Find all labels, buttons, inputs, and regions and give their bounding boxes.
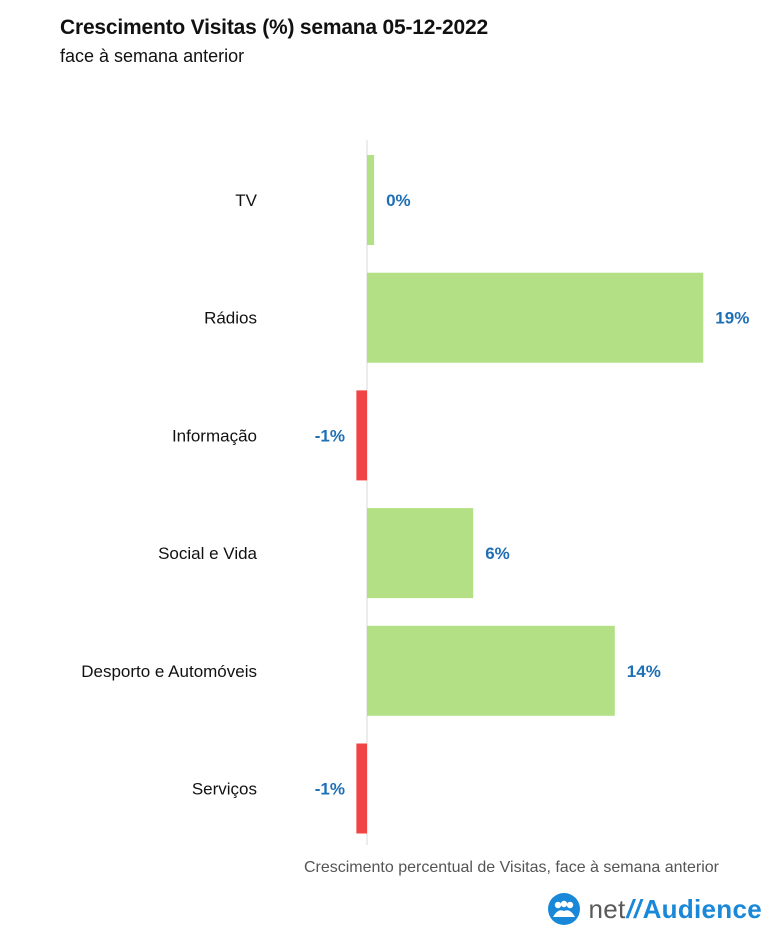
category-label: Rádios bbox=[204, 309, 257, 328]
category-label: Desporto e Automóveis bbox=[81, 662, 257, 681]
chart-title: Crescimento Visitas (%) semana 05-12-202… bbox=[60, 16, 488, 39]
category-label: Informação bbox=[172, 426, 257, 445]
category-label: Serviços bbox=[192, 780, 257, 799]
audience-icon bbox=[548, 893, 581, 925]
value-label: -1% bbox=[315, 426, 345, 445]
bar-5 bbox=[356, 743, 367, 834]
bar-0 bbox=[367, 155, 375, 245]
logo-wordmark: net//Audience bbox=[588, 894, 762, 925]
bar-2 bbox=[356, 390, 367, 481]
category-label: TV bbox=[235, 191, 257, 210]
chart-footnote: Crescimento percentual de Visitas, face … bbox=[303, 859, 719, 876]
category-label: Social e Vida bbox=[158, 544, 257, 563]
brand-logo: net//Audience bbox=[548, 893, 762, 925]
logo-brand-text: Audience bbox=[642, 893, 762, 924]
chart-subtitle: face à semana anterior bbox=[60, 46, 245, 66]
value-label: 14% bbox=[627, 662, 661, 681]
logo-net-text: net bbox=[588, 893, 626, 924]
bar-4 bbox=[367, 625, 615, 716]
value-label: -1% bbox=[315, 780, 345, 799]
bar-3 bbox=[367, 508, 474, 599]
bar-chart: TV 0% Rádios 19% Informação -1% Social e Vida 6… bbox=[81, 140, 749, 845]
value-label: 0% bbox=[386, 191, 411, 210]
value-label: 6% bbox=[485, 544, 510, 563]
logo-separator: // bbox=[626, 893, 642, 924]
bar-1 bbox=[367, 272, 704, 363]
value-label: 19% bbox=[715, 309, 749, 328]
